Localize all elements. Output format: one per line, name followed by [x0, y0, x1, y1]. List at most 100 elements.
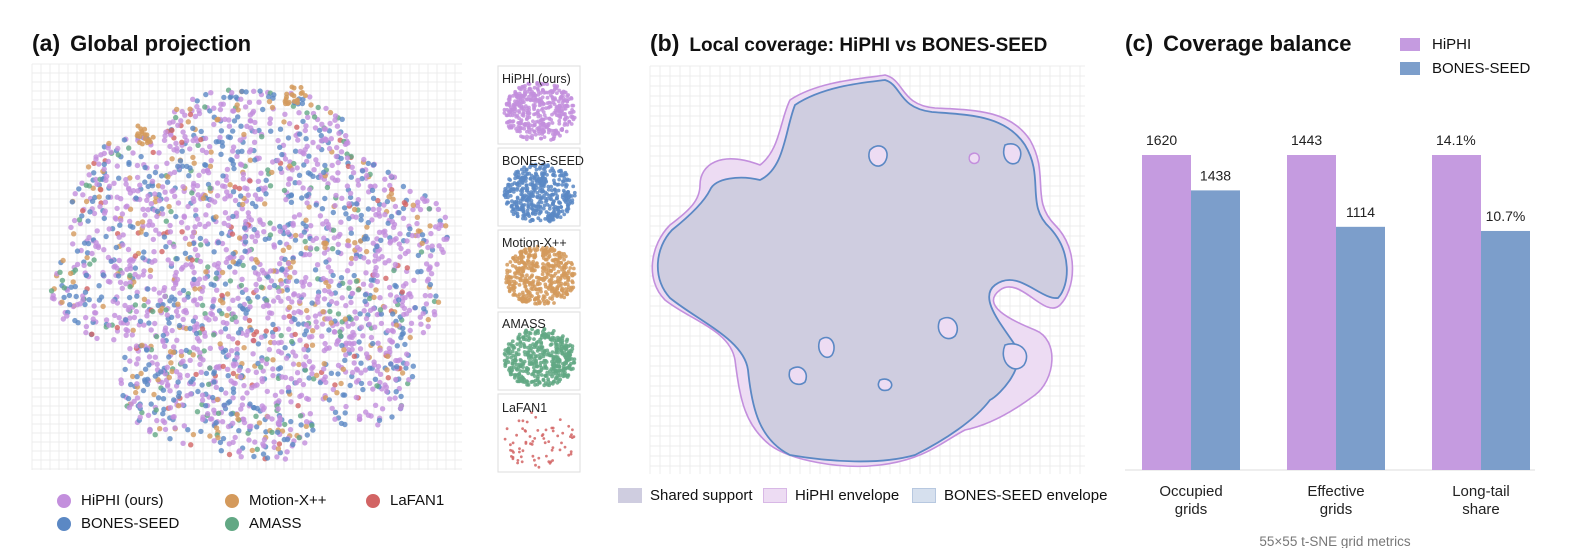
scatter-point — [338, 149, 345, 155]
scatter-point — [106, 322, 112, 328]
scatter-point — [192, 286, 198, 292]
scatter-point — [235, 149, 241, 155]
scatter-point — [290, 349, 296, 355]
scatter-point — [392, 395, 398, 401]
scatter-point — [224, 366, 231, 372]
scatter-point — [169, 127, 175, 133]
scatter-point — [386, 345, 392, 352]
scatter-point — [224, 189, 230, 195]
scatter-point — [362, 292, 369, 298]
scatter-point — [155, 302, 161, 308]
scatter-point — [252, 439, 258, 445]
scatter-point — [174, 276, 181, 283]
scatter-point — [394, 343, 400, 349]
scatter-point — [105, 194, 111, 200]
scatter-point — [172, 193, 178, 199]
scatter-point — [363, 409, 369, 415]
scatter-point — [154, 208, 161, 215]
scatter-point — [417, 206, 424, 213]
scatter-point — [243, 310, 249, 316]
scatter-point — [213, 139, 219, 145]
scatter-point — [115, 145, 121, 152]
scatter-point — [244, 390, 250, 396]
scatter-point — [125, 246, 132, 253]
x-tick-label: Occupied — [1159, 483, 1222, 500]
scatter-point — [306, 375, 312, 381]
scatter-point — [190, 229, 197, 235]
scatter-point — [384, 367, 390, 373]
scatter-point — [254, 424, 260, 430]
scatter-point — [119, 270, 125, 276]
scatter-point — [126, 294, 133, 301]
scatter-point — [378, 237, 384, 243]
scatter-point — [238, 454, 244, 460]
scatter-point — [181, 423, 187, 429]
scatter-point — [246, 317, 253, 324]
scatter-point — [249, 234, 255, 240]
scatter-point — [408, 320, 415, 326]
scatter-point — [333, 153, 339, 160]
scatter-point — [423, 301, 430, 307]
scatter-point — [156, 290, 163, 296]
scatter-point — [146, 173, 152, 180]
scatter-point — [192, 113, 199, 120]
scatter-point — [101, 166, 107, 172]
scatter-point — [383, 388, 390, 395]
scatter-point — [252, 238, 259, 244]
scatter-point — [323, 259, 329, 265]
scatter-point — [309, 333, 315, 340]
scatter-point — [381, 202, 387, 208]
scatter-point — [303, 419, 310, 425]
scatter-point — [146, 362, 152, 368]
scatter-point — [242, 315, 248, 321]
scatter-point — [185, 119, 191, 125]
scatter-point — [163, 218, 169, 224]
scatter-point — [332, 382, 338, 388]
scatter-point — [335, 233, 342, 240]
scatter-point — [156, 192, 162, 198]
scatter-point — [230, 251, 236, 257]
scatter-point — [245, 367, 251, 374]
scatter-point — [401, 311, 407, 318]
scatter-point — [76, 217, 83, 223]
scatter-point — [290, 259, 296, 265]
scatter-point — [258, 170, 264, 176]
scatter-point — [101, 161, 108, 167]
scatter-point — [127, 280, 133, 286]
scatter-point — [141, 302, 147, 309]
scatter-point — [286, 304, 293, 310]
scatter-point — [218, 128, 225, 134]
scatter-point — [134, 373, 140, 380]
scatter-point — [240, 395, 246, 401]
scatter-point — [343, 211, 349, 217]
scatter-point — [171, 397, 177, 403]
scatter-point — [353, 394, 359, 401]
scatter-point — [179, 163, 186, 169]
scatter-point — [314, 372, 320, 378]
scatter-point — [166, 374, 172, 381]
scatter-point — [313, 202, 319, 208]
scatter-point — [240, 262, 246, 269]
scatter-point — [376, 229, 383, 235]
scatter-point — [328, 320, 334, 326]
scatter-point — [210, 394, 216, 401]
scatter-point — [411, 277, 417, 283]
scatter-point — [168, 208, 174, 215]
scatter-point — [431, 309, 437, 315]
scatter-point — [390, 196, 396, 202]
x-tick-label: Effective — [1307, 483, 1364, 500]
scatter-point — [226, 123, 233, 129]
scatter-point — [433, 293, 439, 299]
scatter-point — [301, 346, 307, 353]
scatter-point — [124, 266, 130, 273]
scatter-point — [236, 428, 242, 434]
scatter-point — [220, 349, 226, 355]
scatter-point — [85, 218, 91, 224]
scatter-point — [299, 100, 306, 107]
scatter-point — [294, 165, 300, 171]
scatter-point — [429, 243, 435, 249]
scatter-point — [203, 269, 209, 275]
scatter-point — [241, 131, 247, 138]
scatter-point — [256, 127, 262, 134]
scatter-point — [433, 200, 439, 207]
